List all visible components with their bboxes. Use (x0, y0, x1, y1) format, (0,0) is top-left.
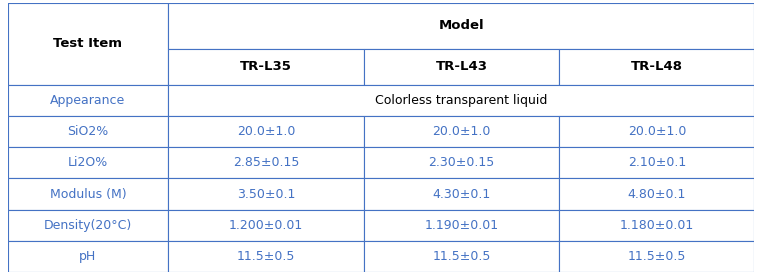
Text: Appearance: Appearance (50, 94, 126, 107)
Bar (559, 178, 754, 210)
Text: Modulus (M): Modulus (M) (50, 188, 126, 200)
Bar (363, 178, 559, 210)
Text: TR-L43: TR-L43 (436, 60, 488, 73)
Bar (8, 116, 168, 147)
Text: 1.190±0.01: 1.190±0.01 (424, 219, 498, 232)
Text: pH: pH (79, 250, 97, 263)
Text: 4.30±0.1: 4.30±0.1 (433, 188, 491, 200)
Text: 2.30±0.15: 2.30±0.15 (428, 156, 495, 169)
Text: 1.180±0.01: 1.180±0.01 (620, 219, 694, 232)
Bar (8, 241, 168, 272)
Text: 20.0±1.0: 20.0±1.0 (628, 125, 686, 138)
Text: Density(20°C): Density(20°C) (43, 219, 132, 232)
Bar (363, 116, 559, 147)
Bar (168, 3, 754, 49)
Text: 1.200±0.01: 1.200±0.01 (229, 219, 303, 232)
Bar (8, 178, 168, 210)
Text: SiO2%: SiO2% (67, 125, 108, 138)
Text: 2.10±0.1: 2.10±0.1 (628, 156, 686, 169)
Bar (168, 85, 754, 116)
Bar (168, 49, 363, 85)
Bar (559, 241, 754, 272)
Bar (363, 210, 559, 241)
Text: 3.50±0.1: 3.50±0.1 (237, 188, 295, 200)
Bar (559, 116, 754, 147)
Bar (8, 210, 168, 241)
Text: 4.80±0.1: 4.80±0.1 (628, 188, 686, 200)
Text: 2.85±0.15: 2.85±0.15 (233, 156, 299, 169)
Bar (8, 85, 168, 116)
Bar (363, 241, 559, 272)
Text: 20.0±1.0: 20.0±1.0 (433, 125, 491, 138)
Bar (363, 147, 559, 178)
Text: Li2O%: Li2O% (68, 156, 108, 169)
Bar (168, 116, 363, 147)
Bar (363, 49, 559, 85)
Text: Model: Model (438, 19, 484, 32)
Bar (559, 210, 754, 241)
Text: Test Item: Test Item (53, 37, 123, 50)
Text: Colorless transparent liquid: Colorless transparent liquid (375, 94, 547, 107)
Bar (168, 147, 363, 178)
Bar (168, 210, 363, 241)
Bar (559, 147, 754, 178)
Bar (559, 49, 754, 85)
Bar (8, 147, 168, 178)
Text: 20.0±1.0: 20.0±1.0 (237, 125, 295, 138)
Bar (168, 241, 363, 272)
Text: TR-L35: TR-L35 (240, 60, 292, 73)
Text: TR-L48: TR-L48 (631, 60, 683, 73)
Bar (168, 178, 363, 210)
Text: 11.5±0.5: 11.5±0.5 (237, 250, 295, 263)
Text: 11.5±0.5: 11.5±0.5 (628, 250, 686, 263)
Bar (8, 3, 168, 85)
Text: 11.5±0.5: 11.5±0.5 (433, 250, 491, 263)
